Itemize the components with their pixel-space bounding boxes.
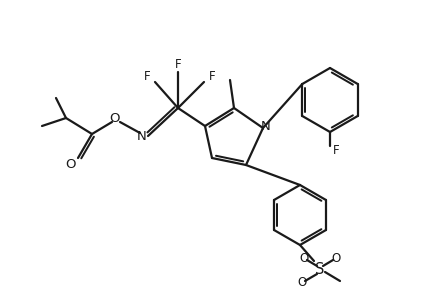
Text: F: F xyxy=(208,70,215,83)
Text: O: O xyxy=(331,253,341,265)
Text: O: O xyxy=(297,277,307,290)
Text: O: O xyxy=(299,253,308,265)
Text: F: F xyxy=(175,57,181,70)
Text: O: O xyxy=(109,111,119,125)
Text: S: S xyxy=(315,262,325,277)
Text: O: O xyxy=(65,157,75,170)
Text: N: N xyxy=(137,131,147,144)
Text: F: F xyxy=(332,144,339,157)
Text: N: N xyxy=(261,119,271,132)
Text: F: F xyxy=(144,70,150,83)
